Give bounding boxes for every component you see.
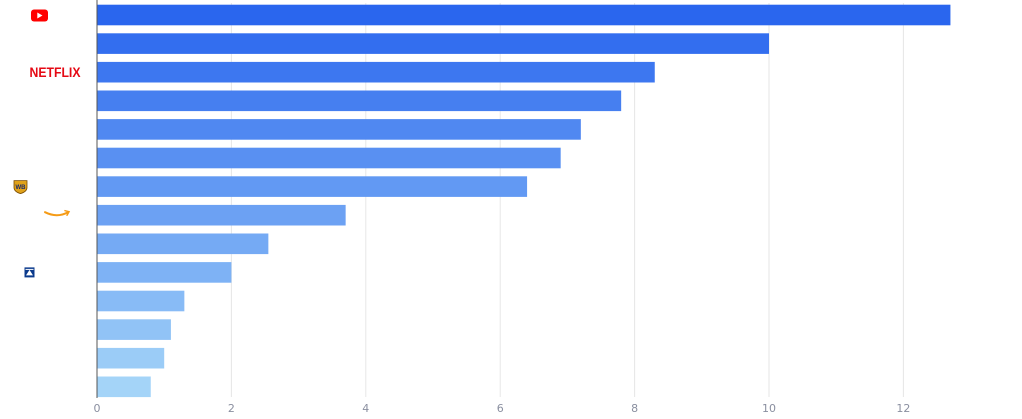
- x-tick-label: 2: [228, 402, 235, 415]
- youtube-icon: [31, 9, 48, 22]
- bars: [97, 4, 951, 398]
- bar: [97, 204, 346, 226]
- x-tick-label: 12: [896, 402, 910, 415]
- bar: [97, 376, 151, 398]
- bar: [97, 262, 232, 283]
- bar: [97, 4, 951, 26]
- x-tick-label: 10: [762, 402, 776, 415]
- bar: [97, 319, 171, 340]
- category-label: WB: [13, 180, 28, 195]
- x-tick-label: 0: [94, 402, 101, 415]
- category-label: [44, 209, 71, 217]
- bar: [97, 176, 528, 197]
- warner-bros-shield-icon: WB: [13, 180, 28, 195]
- bar: [97, 61, 655, 83]
- netflix-logo: NETFLIX: [30, 64, 82, 80]
- bar: [97, 347, 165, 369]
- amazon-smile-icon: [44, 209, 71, 217]
- bar: [97, 33, 769, 54]
- bar: [97, 147, 561, 169]
- bar: [97, 290, 185, 312]
- category-label: [31, 9, 48, 22]
- category-labels: NETFLIX WB: [13, 9, 82, 278]
- bar: [97, 119, 581, 140]
- x-axis-ticks: 0 2 4 6 8 10 12: [94, 402, 911, 415]
- x-tick-label: 4: [362, 402, 369, 415]
- svg-text:WB: WB: [16, 185, 27, 191]
- category-label: NETFLIX: [30, 64, 82, 80]
- bar: [97, 90, 622, 112]
- paramount-icon: [24, 267, 35, 278]
- category-label: [24, 267, 35, 278]
- bar: [97, 233, 269, 255]
- x-tick-label: 6: [497, 402, 504, 415]
- x-tick-label: 8: [631, 402, 638, 415]
